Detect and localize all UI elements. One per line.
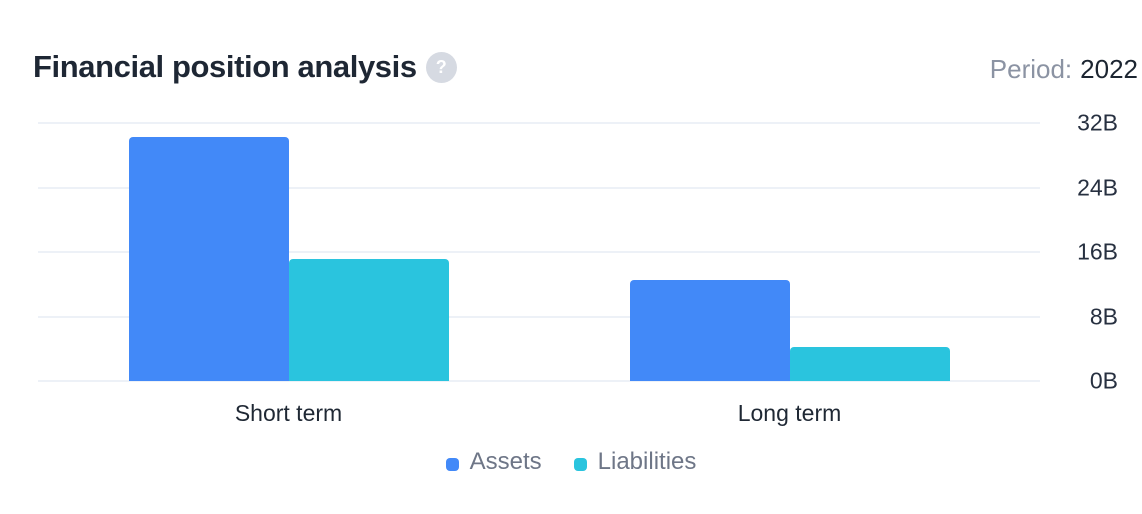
legend: Assets Liabilities	[0, 448, 1142, 476]
y-axis-labels: 32B 24B 16B 8B 0B	[1040, 110, 1118, 394]
gridline	[38, 315, 1040, 318]
y-axis-tick-label: 8B	[1089, 303, 1118, 329]
gridline	[38, 251, 1040, 253]
chart-header: Financial position analysis ?	[33, 48, 457, 86]
page-title: Financial position analysis	[33, 49, 417, 84]
gridline	[38, 122, 1040, 124]
period-label: Period:	[989, 54, 1073, 84]
y-axis-tick-label: 16B	[1077, 238, 1118, 265]
bar-assets[interactable]	[128, 136, 289, 381]
period-selector: Period: 2022	[990, 54, 1138, 84]
plot-area	[38, 122, 1040, 382]
y-axis-tick-label: 0B	[1089, 367, 1118, 394]
x-axis-labels: Short term Long term	[38, 399, 1040, 427]
help-icon[interactable]: ?	[425, 51, 457, 83]
bar-group-short-term	[128, 123, 449, 381]
bar-groups	[38, 123, 1040, 381]
legend-swatch-icon	[445, 457, 459, 471]
y-axis-tick-label: 32B	[1077, 109, 1118, 136]
legend-label: Liabilities	[597, 448, 697, 475]
bar-liabilities[interactable]	[789, 347, 950, 381]
x-axis-tick-label: Long term	[737, 400, 842, 426]
bar-group-long-term	[629, 123, 950, 381]
legend-item-liabilities[interactable]: Liabilities	[573, 448, 697, 476]
bar-liabilities[interactable]	[288, 259, 449, 381]
bar-assets[interactable]	[629, 280, 790, 381]
x-axis-tick-label: Short term	[234, 400, 343, 426]
gridline	[38, 380, 1040, 382]
y-axis-tick-label: 24B	[1077, 174, 1118, 200]
gridline	[38, 186, 1040, 189]
legend-swatch-icon	[573, 457, 587, 471]
period-value: 2022	[1080, 54, 1138, 84]
question-mark-glyph: ?	[435, 56, 447, 77]
legend-label: Assets	[469, 448, 542, 475]
legend-item-assets[interactable]: Assets	[445, 448, 542, 476]
